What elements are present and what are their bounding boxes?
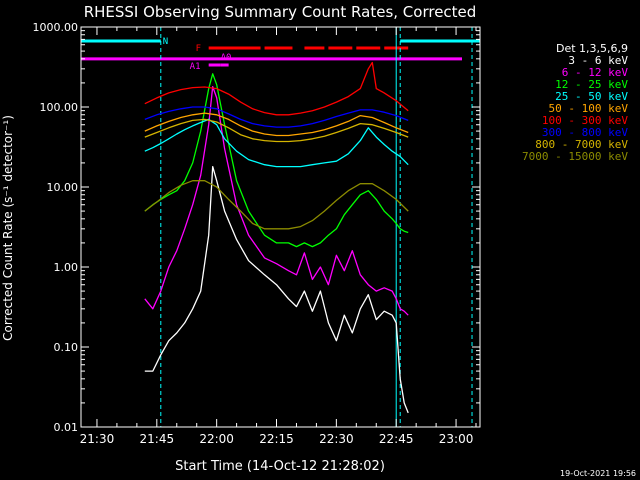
legend-entry-5: 100 - 300 keV [542, 114, 628, 127]
chart-title: RHESSI Observing Summary Count Rates, Co… [84, 3, 477, 21]
attenuator-a0-label: A0 [221, 53, 232, 63]
legend-entry-4: 50 - 100 keV [549, 102, 629, 115]
x-tick-label: 22:30 [319, 432, 354, 446]
legend-entry-8: 7000 - 15000 keV [522, 150, 628, 163]
attenuator-a1-label: A1 [190, 62, 201, 72]
x-tick-label: 22:00 [199, 432, 234, 446]
x-tick-label: 23:00 [439, 432, 474, 446]
legend-entry-2: 12 - 25 keV [555, 78, 628, 91]
series-line-2 [144, 73, 409, 248]
x-tick-label: 21:30 [80, 432, 115, 446]
x-axis-label: Start Time (14-Oct-12 21:28:02) [175, 459, 385, 474]
series-line-7 [144, 118, 409, 143]
timestamp-label: 19-Oct-2021 19:56 [560, 469, 636, 478]
series-line-5 [144, 61, 409, 116]
x-tick-label: 21:45 [140, 432, 175, 446]
legend-title: Det 1,3,5,6,9 [556, 42, 628, 55]
legend-entry-7: 800 - 7000 keV [535, 138, 628, 151]
y-tick-label: 100.00 [40, 101, 79, 114]
series-line-6 [144, 106, 409, 128]
series-line-3 [144, 118, 409, 168]
legend-entry-6: 300 - 800 keV [542, 126, 628, 139]
x-tick-label: 22:15 [259, 432, 294, 446]
y-tick-label: 0.01 [54, 421, 79, 434]
legend-entry-0: 3 - 6 keV [568, 54, 628, 67]
plot-area: N F A1 A0 [81, 27, 480, 427]
series-line-4 [144, 112, 409, 137]
y-axis-label: Corrected Count Rate (s⁻¹ detector⁻¹) [1, 115, 15, 341]
legend-entry-1: 6 - 12 keV [562, 66, 629, 79]
flare-label: F [196, 44, 201, 54]
series-line-0 [144, 165, 409, 414]
series-line-8 [144, 180, 409, 230]
y-tick-label: 10.00 [47, 181, 79, 194]
y-tick-label: 1.00 [54, 261, 79, 274]
y-tick-label: 1000.00 [33, 21, 79, 34]
plot-frame [80, 26, 481, 428]
night-label: N [163, 37, 168, 47]
legend-entry-3: 25 - 50 keV [555, 90, 628, 103]
x-tick-label: 22:45 [379, 432, 414, 446]
series-line-1 [144, 85, 409, 316]
y-tick-label: 0.10 [54, 341, 79, 354]
